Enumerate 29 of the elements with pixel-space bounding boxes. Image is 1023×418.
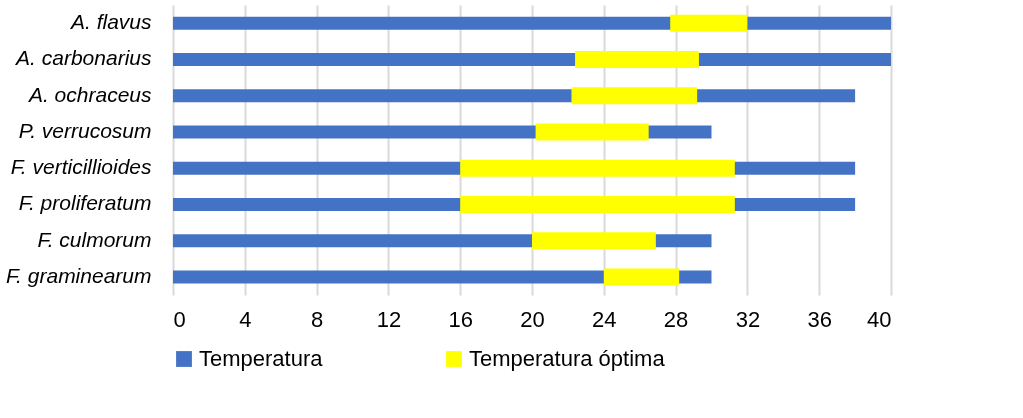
x-tick-label: 24: [592, 306, 617, 332]
x-tick-label: 32: [735, 306, 761, 332]
y-tick-label: F. proliferatum: [18, 191, 152, 215]
bar: [575, 50, 699, 68]
y-tick-label: F. verticillioides: [10, 155, 152, 179]
x-tick-label: 0: [173, 306, 186, 332]
bar: [460, 195, 735, 213]
bar: [571, 87, 698, 105]
x-tick-label: 28: [663, 306, 689, 332]
y-tick-label: P. verrucosum: [18, 118, 152, 142]
legend-label: Temperatura óptima: [469, 346, 666, 371]
x-tick-label: 12: [376, 306, 402, 332]
y-tick-label: A. ochraceus: [26, 82, 152, 106]
bar: [460, 159, 735, 177]
x-tick-label: 20: [520, 306, 545, 332]
bar: [535, 123, 649, 141]
bar: [603, 268, 680, 286]
bar: [670, 14, 748, 32]
x-tick-label: 40: [867, 306, 892, 332]
x-tick-label: 8: [310, 306, 324, 332]
y-tick-label: A. flavus: [68, 10, 152, 34]
y-tick-label: F. graminearum: [5, 263, 152, 287]
legend-label: Temperatura: [199, 346, 324, 371]
bar: [532, 232, 656, 250]
x-tick-label: 16: [448, 306, 473, 332]
y-tick-label: A. carbonarius: [14, 46, 152, 70]
x-tick-label: 36: [807, 306, 832, 332]
y-tick-label: F. culmorum: [37, 227, 152, 251]
x-tick-label: 4: [239, 306, 252, 332]
